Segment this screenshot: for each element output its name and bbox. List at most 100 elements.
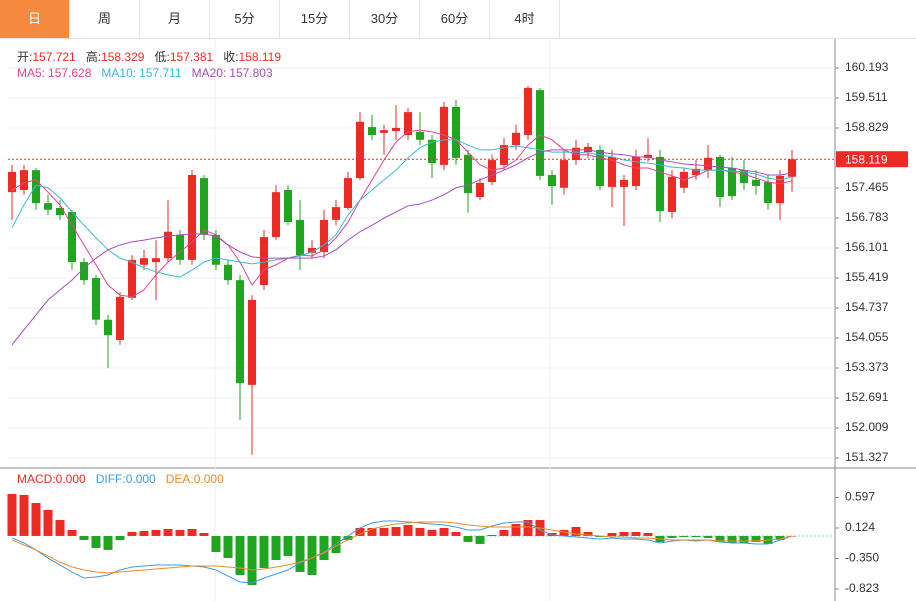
macd-bar: [151, 529, 161, 536]
period-tab[interactable]: 月: [140, 0, 210, 38]
macd-bar: [643, 533, 653, 536]
candle-body: [428, 139, 436, 164]
ma-legend: MA5: 157.628 MA10: 157.711 MA20: 157.803: [17, 66, 283, 80]
macd-bar: [295, 535, 305, 573]
macd-bar: [775, 535, 785, 540]
legend-value: 157.628: [48, 66, 92, 80]
macd-bar: [211, 535, 221, 553]
legend-name: MACD:: [17, 472, 56, 486]
legend-item: 高:158.329: [86, 50, 145, 64]
period-tab[interactable]: 4时: [490, 0, 560, 38]
candle-body: [212, 234, 220, 265]
candle-body: [236, 280, 244, 384]
candle-body: [68, 211, 76, 263]
ohlc-legend: 开:157.721 高:158.329 低:157.381 收:158.119: [17, 48, 291, 65]
candle-body: [356, 121, 364, 179]
legend-value: 157.721: [32, 50, 76, 64]
macd-bar: [403, 525, 413, 536]
indicator-line: [11, 129, 793, 298]
macd-bar: [499, 529, 509, 536]
macd-bar: [127, 531, 137, 536]
macd-bar: [343, 535, 353, 540]
candle-body: [476, 182, 484, 198]
candle-body: [260, 237, 268, 285]
legend-value: 157.803: [229, 66, 273, 80]
macd-bar: [163, 529, 173, 536]
legend-value: 158.119: [238, 50, 282, 64]
candle-body: [500, 145, 508, 165]
candle-body: [440, 106, 448, 165]
macd-bar: [115, 535, 125, 540]
candle-body: [380, 130, 388, 133]
period-tabs: 日周月 5分 15分 30分 60分 4时: [0, 0, 916, 39]
macd-bar: [247, 535, 257, 585]
macd-bar: [91, 535, 101, 548]
legend-value: 0.000: [125, 472, 156, 486]
indicator-line: [11, 139, 793, 278]
y-tick-label: 160.193: [845, 60, 889, 74]
period-tab[interactable]: 周: [70, 0, 140, 38]
macd-bar: [715, 535, 725, 542]
y-tick-label: 156.101: [845, 240, 889, 254]
macd-bar: [619, 531, 629, 536]
last-price-label: 158.119: [845, 152, 888, 166]
candle-body: [416, 131, 424, 140]
macd-bar: [67, 529, 77, 536]
y-tick-label: 152.009: [845, 420, 889, 434]
candle-body: [464, 154, 472, 194]
candle-body: [284, 189, 292, 223]
candle-body: [188, 175, 196, 260]
legend-item: DIFF:0.000: [96, 472, 156, 486]
candle-body: [44, 203, 52, 210]
legend-value: 157.711: [139, 66, 182, 80]
macd-bar: [367, 527, 377, 536]
legend-item: DEA:0.000: [166, 472, 224, 486]
candle-body: [764, 182, 772, 204]
legend-name: MA20:: [191, 66, 227, 80]
legend-name: MA5:: [17, 66, 46, 80]
macd-bar: [7, 493, 17, 536]
legend-item: MA20: 157.803: [192, 66, 273, 80]
macd-bar: [451, 531, 461, 536]
legend-item: MA10: 157.711: [101, 66, 181, 80]
candle-body: [524, 87, 532, 135]
period-tab[interactable]: 15分: [280, 0, 350, 38]
macd-bar: [271, 535, 281, 561]
macd-bar: [511, 523, 521, 536]
macd-bar: [703, 535, 713, 538]
macd-bar: [175, 529, 185, 536]
period-tab[interactable]: 5分: [210, 0, 280, 38]
period-tab[interactable]: 日: [0, 0, 70, 38]
y-tick-label: 0.597: [845, 490, 875, 504]
candle-body: [788, 159, 796, 177]
macd-bar: [103, 535, 113, 550]
macd-bar: [463, 535, 473, 542]
candle-body: [512, 132, 520, 146]
y-tick-label: 157.465: [845, 180, 889, 194]
candle-body: [632, 156, 640, 187]
y-tick-label: 154.055: [845, 330, 889, 344]
candle-body: [392, 127, 400, 132]
candle-body: [152, 258, 160, 263]
candle-body: [320, 219, 328, 252]
macd-bar: [667, 535, 677, 538]
candle-body: [56, 208, 64, 216]
macd-bar: [139, 531, 149, 536]
candle-body: [728, 167, 736, 197]
period-tab[interactable]: 30分: [350, 0, 420, 38]
candle-body: [452, 106, 460, 158]
candle-body: [92, 277, 100, 320]
candle-body: [548, 175, 556, 187]
period-tab[interactable]: 60分: [420, 0, 490, 38]
y-tick-label: 155.419: [845, 270, 889, 284]
candle-body: [104, 319, 112, 336]
macd-bar: [583, 531, 593, 536]
candle-body: [344, 178, 352, 209]
macd-bar: [559, 529, 569, 536]
legend-label: 开:: [17, 50, 33, 64]
candle-body: [248, 299, 256, 385]
macd-bar: [187, 529, 197, 536]
candle-body: [560, 160, 568, 188]
legend-label: 低:: [154, 50, 170, 64]
